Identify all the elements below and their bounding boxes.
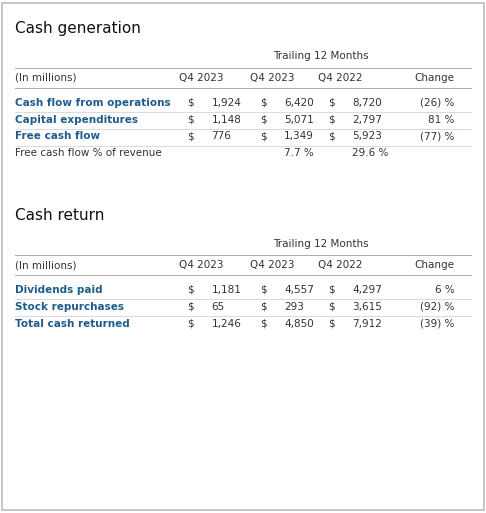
Text: Trailing 12 Months: Trailing 12 Months <box>273 239 368 249</box>
Text: $: $ <box>260 302 267 312</box>
Text: $: $ <box>187 114 194 125</box>
Text: 6,420: 6,420 <box>284 97 314 108</box>
Text: $: $ <box>260 114 267 125</box>
Text: $: $ <box>260 97 267 108</box>
FancyBboxPatch shape <box>2 3 484 510</box>
Text: Capital expenditures: Capital expenditures <box>15 114 138 125</box>
Text: 5,923: 5,923 <box>352 131 382 142</box>
Text: Cash flow from operations: Cash flow from operations <box>15 97 170 108</box>
Text: Q4 2022: Q4 2022 <box>318 260 363 270</box>
Text: $: $ <box>328 319 335 329</box>
Text: 4,850: 4,850 <box>284 319 314 329</box>
Text: 65: 65 <box>211 302 225 312</box>
Text: Change: Change <box>415 260 454 270</box>
Text: (In millions): (In millions) <box>15 260 76 270</box>
Text: Q4 2023: Q4 2023 <box>250 73 295 83</box>
Text: 29.6 %: 29.6 % <box>352 148 389 159</box>
Text: 7,912: 7,912 <box>352 319 382 329</box>
Text: Free cash flow: Free cash flow <box>15 131 100 142</box>
Text: Trailing 12 Months: Trailing 12 Months <box>273 51 368 62</box>
Text: (26) %: (26) % <box>420 97 454 108</box>
Text: $: $ <box>260 319 267 329</box>
Text: (77) %: (77) % <box>420 131 454 142</box>
Text: (39) %: (39) % <box>420 319 454 329</box>
Text: (92) %: (92) % <box>420 302 454 312</box>
Text: 1,148: 1,148 <box>211 114 241 125</box>
Text: Change: Change <box>415 73 454 83</box>
Text: 4,557: 4,557 <box>284 285 314 295</box>
Text: 8,720: 8,720 <box>352 97 382 108</box>
Text: Free cash flow % of revenue: Free cash flow % of revenue <box>15 148 161 159</box>
Text: 293: 293 <box>284 302 304 312</box>
Text: (In millions): (In millions) <box>15 73 76 83</box>
Text: 1,246: 1,246 <box>211 319 241 329</box>
Text: $: $ <box>328 302 335 312</box>
Text: 4,297: 4,297 <box>352 285 382 295</box>
Text: 7.7 %: 7.7 % <box>284 148 314 159</box>
Text: 2,797: 2,797 <box>352 114 382 125</box>
Text: 1,349: 1,349 <box>284 131 314 142</box>
Text: 1,924: 1,924 <box>211 97 241 108</box>
Text: Dividends paid: Dividends paid <box>15 285 102 295</box>
Text: $: $ <box>260 131 267 142</box>
Text: 6 %: 6 % <box>434 285 454 295</box>
Text: Q4 2023: Q4 2023 <box>179 73 224 83</box>
Text: 3,615: 3,615 <box>352 302 382 312</box>
Text: $: $ <box>328 97 335 108</box>
Text: $: $ <box>187 97 194 108</box>
Text: 5,071: 5,071 <box>284 114 314 125</box>
Text: 81 %: 81 % <box>428 114 454 125</box>
Text: $: $ <box>187 302 194 312</box>
Text: $: $ <box>187 319 194 329</box>
Text: $: $ <box>260 285 267 295</box>
Text: $: $ <box>187 131 194 142</box>
Text: Q4 2022: Q4 2022 <box>318 73 363 83</box>
Text: 776: 776 <box>211 131 231 142</box>
Text: $: $ <box>328 114 335 125</box>
Text: Stock repurchases: Stock repurchases <box>15 302 123 312</box>
Text: Cash generation: Cash generation <box>15 21 140 36</box>
Text: 1,181: 1,181 <box>211 285 241 295</box>
Text: Cash return: Cash return <box>15 208 104 223</box>
Text: $: $ <box>187 285 194 295</box>
Text: $: $ <box>328 285 335 295</box>
Text: Q4 2023: Q4 2023 <box>250 260 295 270</box>
Text: $: $ <box>328 131 335 142</box>
Text: Total cash returned: Total cash returned <box>15 319 129 329</box>
Text: Q4 2023: Q4 2023 <box>179 260 224 270</box>
